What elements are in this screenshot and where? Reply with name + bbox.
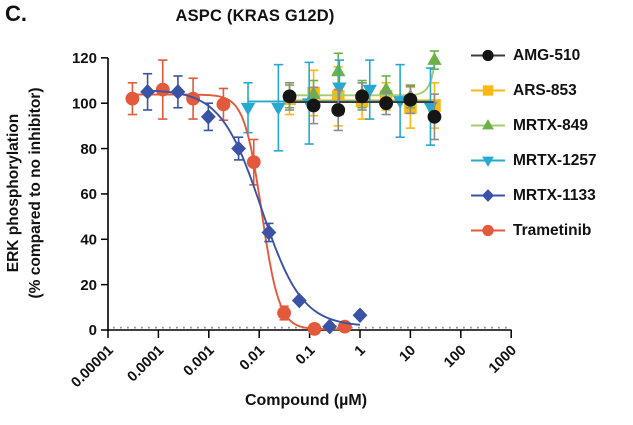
- diamond-icon: [471, 189, 505, 202]
- legend-label: Trametinib: [513, 221, 592, 239]
- data-point-triangle-up: [482, 119, 494, 130]
- data-point-triangle-down: [271, 102, 286, 116]
- legend-item-mrtx-1257: MRTX-1257: [470, 151, 597, 170]
- x-tick-label: 1000: [486, 343, 520, 377]
- x-tick-label: 0.00001: [68, 343, 116, 391]
- trend-line: [147, 89, 361, 326]
- data-point-triangle-down: [482, 156, 494, 167]
- data-point-diamond: [291, 292, 307, 309]
- data-point-circle: [216, 97, 231, 112]
- data-point-circle: [186, 91, 200, 106]
- x-axis-title: Compound (µM): [244, 392, 368, 409]
- data-point-diamond: [481, 189, 495, 202]
- y-tick-label: 80: [80, 141, 97, 158]
- data-point-circle: [427, 109, 442, 124]
- data-point-circle: [355, 89, 369, 104]
- x-tick-label: 0.01: [237, 343, 268, 374]
- triangle-down-icon: [471, 156, 505, 167]
- data-point-circle: [331, 103, 346, 117]
- panel-label: C.: [5, 1, 27, 26]
- x-tick-label: 0.0001: [125, 343, 168, 386]
- data-point-circle: [403, 92, 418, 107]
- data-point-diamond: [231, 140, 246, 157]
- legend-label: MRTX-1257: [513, 151, 597, 169]
- legend-item-mrtx-849: MRTX-849: [470, 116, 597, 135]
- y-tick-label: 120: [72, 50, 97, 67]
- legend-item-trametinib: Trametinib: [470, 221, 597, 240]
- legend-item-amg-510: AMG-510: [470, 46, 597, 65]
- y-tick-label: 0: [89, 322, 97, 339]
- legend: AMG-510 ARS-853 MRTX-849 MRTX-1257 MRTX-1133…: [470, 46, 597, 256]
- x-tick-label: 10: [397, 343, 420, 366]
- y-tick-label: 60: [80, 186, 97, 203]
- data-point-diamond: [200, 109, 216, 125]
- circle-icon: [471, 49, 505, 62]
- x-tick-label: 0.1: [293, 343, 319, 369]
- data-point-triangle-up: [427, 52, 442, 65]
- y-tick-label: 40: [80, 231, 97, 248]
- legend-label: AMG-510: [513, 46, 581, 64]
- x-tick-label: 100: [441, 343, 469, 371]
- data-point-circle: [125, 91, 140, 106]
- series-trametinib: [125, 59, 352, 336]
- legend-item-ars-853: ARS-853: [470, 81, 597, 100]
- x-tick-label: 0.001: [181, 343, 218, 380]
- circle-icon: [471, 224, 505, 237]
- data-point-circle: [306, 98, 321, 113]
- data-point-circle: [307, 321, 322, 336]
- square-icon: [471, 85, 505, 96]
- data-point-square: [482, 85, 494, 96]
- x-tick-label: 1: [352, 343, 369, 360]
- legend-label: MRTX-1133: [513, 186, 596, 204]
- chart-title: ASPC (KRAS G12D): [175, 7, 335, 25]
- data-point-circle: [246, 155, 261, 170]
- legend-item-mrtx-1133: MRTX-1133: [470, 186, 597, 205]
- data-point-circle: [379, 96, 394, 111]
- data-point-triangle-down: [362, 84, 377, 98]
- series-amg-510: [282, 81, 442, 141]
- legend-label: MRTX-849: [513, 116, 588, 134]
- data-point-diamond: [140, 84, 155, 100]
- data-point-triangle-up: [331, 63, 346, 77]
- data-point-circle: [482, 224, 494, 237]
- data-point-triangle-down: [240, 102, 256, 116]
- legend-label: ARS-853: [513, 81, 577, 99]
- data-point-circle: [482, 49, 494, 62]
- y-tick-label: 20: [80, 277, 97, 294]
- data-point-diamond: [352, 307, 368, 324]
- y-tick-label: 100: [72, 95, 97, 112]
- data-point-circle: [282, 89, 297, 104]
- data-point-circle: [155, 82, 170, 97]
- triangle-up-icon: [471, 119, 505, 130]
- trend-line: [132, 93, 345, 331]
- data-point-diamond: [170, 84, 186, 100]
- data-point-circle: [277, 306, 292, 320]
